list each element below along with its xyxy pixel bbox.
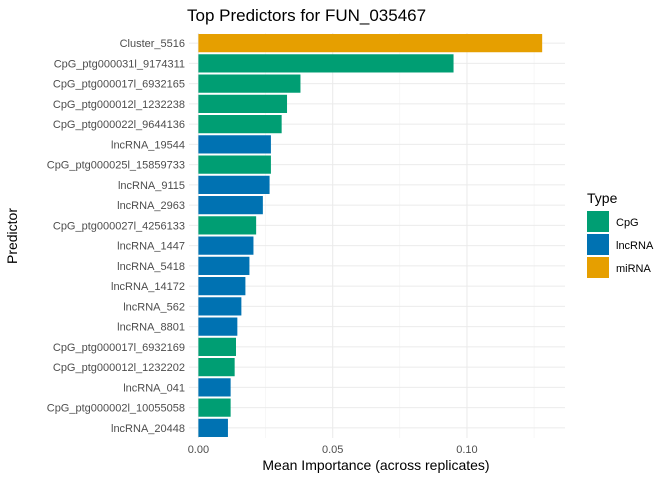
bar-cpg-ptg000002l-10055058	[198, 398, 231, 417]
y-tick-label: lncRNA_8801	[117, 322, 185, 334]
legend: Type CpG lncRNA miRNA	[587, 190, 654, 278]
bar-lncrna-041	[198, 378, 231, 397]
bar-lncrna-20448	[198, 418, 228, 437]
bar-lncrna-9115	[198, 175, 270, 194]
y-tick-label: CpG_ptg000017l_6932165	[53, 79, 185, 91]
y-tick-label: lncRNA_14172	[111, 281, 185, 293]
bar-cluster-5516	[198, 34, 543, 53]
y-tick-label: lncRNA_2963	[117, 200, 185, 212]
bar-lncrna-1447	[198, 236, 254, 255]
bar-cpg-ptg000017l-6932169	[198, 337, 236, 356]
legend-label-cpg: CpG	[616, 217, 639, 229]
legend-key-lncrna	[587, 234, 609, 255]
y-tick-label: lncRNA_20448	[111, 423, 185, 435]
chart-title: Top Predictors for FUN_035467	[187, 6, 426, 25]
y-tick-label: lncRNA_562	[123, 301, 185, 313]
x-tick-label: 0.05	[322, 444, 343, 456]
y-axis-title: Predictor	[4, 208, 20, 264]
y-tick-label: lncRNA_19544	[111, 139, 185, 151]
y-tick-label: lncRNA_5418	[117, 261, 185, 273]
bar-lncrna-8801	[198, 317, 238, 336]
legend-label-mirna: miRNA	[616, 263, 651, 275]
y-tick-label: lncRNA_1447	[117, 241, 185, 253]
y-tick-label: CpG_ptg000002l_10055058	[47, 403, 185, 415]
bar-lncrna-14172	[198, 277, 246, 296]
y-tick-label: lncRNA_9115	[118, 180, 185, 192]
legend-items: CpG lncRNA miRNA	[587, 211, 654, 278]
y-tick-label: CpG_ptg000031l_9174311	[54, 58, 185, 70]
bar-cpg-ptg000017l-6932165	[198, 74, 301, 93]
bar-lncrna-2963	[198, 196, 263, 215]
bar-lncrna-19544	[198, 135, 271, 154]
x-tick-labels: 0.00 0.05 0.10	[188, 444, 478, 456]
bar-lncrna-562	[198, 297, 242, 316]
legend-label-lncrna: lncRNA	[616, 240, 654, 252]
y-tick-label: CpG_ptg000025l_15859733	[47, 160, 185, 172]
bars	[198, 34, 543, 437]
bar-cpg-ptg000012l-1232238	[198, 94, 288, 113]
bar-lncrna-5418	[198, 256, 250, 275]
bar-cpg-ptg000027l-4256133	[198, 216, 257, 235]
bar-cpg-ptg000031l-9174311	[198, 54, 454, 73]
x-tick-label: 0.00	[188, 444, 209, 456]
bar-cpg-ptg000025l-15859733	[198, 155, 271, 174]
bar-cpg-ptg000022l-9644136	[198, 115, 282, 134]
grid-layer	[189, 33, 565, 438]
y-tick-label: CpG_ptg000012l_1232202	[53, 362, 185, 374]
y-tick-label: CpG_ptg000027l_4256133	[53, 220, 185, 232]
y-tick-label: CpG_ptg000022l_9644136	[53, 119, 185, 131]
legend-title: Type	[587, 190, 618, 206]
y-tick-label: CpG_ptg000017l_6932169	[53, 342, 185, 354]
legend-key-mirna	[587, 257, 609, 278]
y-tick-label: CpG_ptg000012l_1232238	[53, 99, 185, 111]
y-tick-label: Cluster_5516	[120, 38, 185, 50]
x-tick-label: 0.10	[456, 444, 477, 456]
legend-key-cpg	[587, 211, 609, 232]
y-tick-label: lncRNA_041	[123, 382, 185, 394]
y-tick-labels: Cluster_5516 CpG_ptg000031l_9174311 CpG_pt…	[47, 38, 185, 435]
x-axis-title: Mean Importance (across replicates)	[262, 457, 489, 473]
bar-cpg-ptg000012l-1232202	[198, 358, 235, 377]
